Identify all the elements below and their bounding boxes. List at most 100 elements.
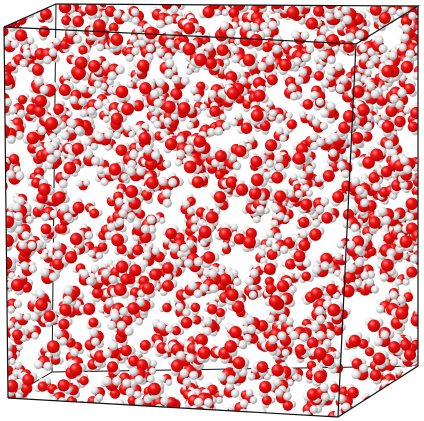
water-molecule — [375, 394, 389, 409]
oxygen-atom — [140, 189, 153, 201]
water-molecule — [384, 130, 399, 150]
oxygen-atom — [12, 329, 23, 341]
water-molecule — [77, 374, 89, 388]
hydrogen-atom — [358, 43, 368, 53]
hydrogen-atom — [186, 414, 195, 417]
hydrogen-atom — [410, 389, 418, 398]
water-molecule — [214, 119, 231, 136]
hydrogen-atom — [252, 215, 261, 224]
oxygen-atom — [403, 348, 417, 361]
hydrogen-atom — [377, 393, 386, 403]
oxygen-atom — [351, 131, 364, 144]
oxygen-atom — [89, 208, 100, 219]
water-molecule — [198, 4, 215, 19]
oxygen-atom — [146, 410, 159, 417]
hydrogen-atom — [170, 5, 179, 14]
water-molecule — [58, 82, 74, 100]
water-molecule — [18, 240, 37, 255]
hydrogen-atom — [7, 413, 15, 417]
water-molecule — [271, 239, 289, 254]
hydrogen-atom — [405, 383, 414, 392]
hydrogen-atom — [419, 253, 424, 260]
water-molecule — [56, 316, 73, 330]
hydrogen-atom — [159, 375, 166, 383]
oxygen-atom — [404, 393, 415, 404]
hydrogen-atom — [279, 134, 287, 142]
water-molecule — [303, 337, 322, 351]
water-molecule — [4, 406, 18, 417]
hydrogen-atom — [278, 313, 288, 323]
water-molecule — [189, 85, 205, 103]
hydrogen-atom — [350, 223, 360, 233]
hydrogen-atom — [402, 278, 410, 286]
hydrogen-atom — [163, 237, 171, 245]
hydrogen-atom — [364, 68, 372, 77]
water-molecule — [21, 406, 34, 417]
oxygen-atom — [403, 83, 415, 95]
water-molecule — [36, 8, 54, 23]
water-molecule — [388, 337, 403, 356]
oxygen-atom — [313, 5, 325, 17]
water-molecule — [6, 298, 23, 314]
hydrogen-atom — [206, 417, 215, 421]
oxygen-atom — [127, 302, 140, 315]
oxygen-atom — [4, 161, 10, 174]
water-molecule — [10, 401, 25, 414]
hydrogen-atom — [130, 8, 139, 17]
water-molecule — [400, 348, 418, 364]
hydrogen-atom — [372, 182, 381, 192]
hydrogen-atom — [100, 177, 109, 187]
water-molecule — [265, 71, 278, 88]
hydrogen-atom — [16, 344, 23, 351]
water-molecule — [327, 62, 343, 78]
water-molecule — [244, 268, 261, 286]
oxygen-atom — [79, 376, 89, 386]
water-molecule — [89, 328, 104, 347]
hydrogen-atom — [231, 45, 240, 54]
water-molecule — [79, 84, 97, 99]
hydrogen-atom — [215, 396, 223, 404]
hydrogen-atom — [379, 403, 389, 413]
hydrogen-atom — [14, 312, 23, 321]
oxygen-atom — [271, 171, 284, 184]
hydrogen-atom — [405, 376, 413, 384]
hydrogen-atom — [363, 412, 372, 417]
oxygen-atom — [294, 344, 307, 356]
hydrogen-atom — [90, 264, 100, 273]
hydrogen-atom — [4, 98, 13, 107]
hydrogen-atom — [34, 405, 43, 414]
water-molecule — [12, 4, 26, 14]
water-molecule — [359, 404, 374, 417]
hydrogen-atom — [256, 205, 265, 214]
hydrogen-atom — [419, 23, 424, 31]
water-molecule — [273, 126, 287, 142]
hydrogen-atom — [266, 100, 274, 107]
water-molecule — [78, 269, 95, 286]
hydrogen-atom — [270, 219, 279, 228]
hydrogen-atom — [245, 388, 254, 397]
water-molecule — [404, 391, 417, 406]
oxygen-atom — [301, 271, 312, 282]
hydrogen-atom — [133, 390, 142, 399]
hydrogen-atom — [148, 367, 157, 375]
hydrogen-atom — [230, 223, 238, 231]
hydrogen-atom — [131, 16, 140, 25]
water-molecule — [35, 24, 50, 41]
hydrogen-atom — [85, 276, 95, 286]
hydrogen-atom — [412, 71, 418, 80]
water-molecule — [139, 339, 155, 355]
hydrogen-atom — [342, 219, 351, 229]
hydrogen-atom — [411, 372, 418, 380]
hydrogen-atom — [186, 206, 195, 215]
hydrogen-atom — [408, 11, 417, 20]
hydrogen-atom — [8, 105, 18, 115]
hydrogen-atom — [108, 404, 118, 414]
oxygen-atom — [240, 122, 253, 134]
water-molecule — [162, 258, 178, 274]
oxygen-atom — [165, 227, 177, 240]
hydrogen-atom — [146, 43, 155, 53]
oxygen-atom — [61, 15, 72, 26]
water-molecule — [161, 225, 179, 240]
oxygen-atom — [29, 402, 40, 413]
hydrogen-atom — [163, 117, 172, 126]
